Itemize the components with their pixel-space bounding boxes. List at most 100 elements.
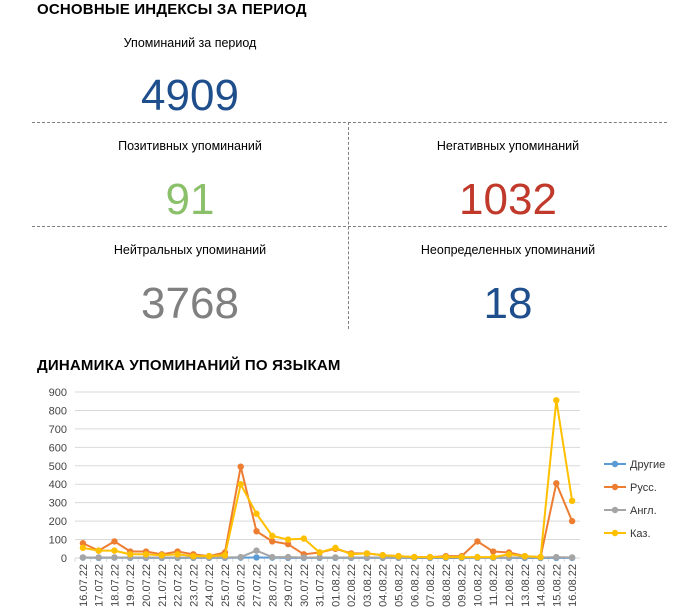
data-point [300,554,308,561]
data-point [395,552,402,560]
x-tick-label: 11.08.22 [488,564,500,606]
data-point [568,554,576,561]
data-point [269,532,276,540]
data-point [316,554,323,561]
y-tick-label: 900 [49,387,67,399]
x-tick-label: 28.07.22 [267,564,279,607]
data-point [553,480,560,487]
data-point [111,538,118,545]
chart-title: ДИНАМИКА УПОМИНАНИЙ ПО ЯЗЫКАМ [37,357,341,374]
data-point [521,552,528,560]
x-tick-label: 15.08.22 [551,564,563,607]
y-tick-label: 100 [49,535,67,547]
y-tick-label: 400 [49,479,67,491]
x-tick-label: 06.08.22 [409,564,421,607]
series-line-Каз. [82,399,574,559]
x-tick-label: 27.07.22 [251,564,263,607]
y-tick-label: 700 [49,424,67,436]
total-mentions-label: Упоминаний за период [123,36,257,50]
data-point [269,538,276,545]
legend-marker [611,460,619,468]
legend-marker [611,506,619,514]
data-point [237,463,244,470]
x-tick-label: 07.08.22 [425,564,437,607]
legend-marker [611,529,619,537]
x-tick-label: 26.07.22 [236,564,248,607]
data-point [111,554,118,561]
y-tick-label: 600 [49,442,67,454]
legend-label: Другие [630,459,665,471]
negative-mentions-value: 1032 [459,175,557,224]
data-point [253,554,260,561]
data-point [537,553,544,561]
data-point [111,547,118,554]
x-tick-label: 20.07.22 [141,564,153,607]
divider-1 [32,122,667,123]
data-point [221,552,229,559]
data-point [490,553,497,561]
data-point [79,544,87,552]
x-tick-label: 17.07.22 [94,564,106,607]
data-point [379,552,386,559]
legend-label: Каз. [630,528,651,540]
data-point [95,547,102,554]
indices-title: ОСНОВНЫЕ ИНДЕКСЫ ЗА ПЕРИОД [37,1,307,18]
data-point [568,517,576,525]
data-point [284,536,292,543]
data-point [253,510,260,517]
x-tick-label: 23.07.22 [188,564,200,607]
x-tick-label: 08.08.22 [441,564,453,607]
data-point [442,553,450,561]
x-tick-label: 22.07.22 [173,564,185,607]
divider-vertical [348,122,349,329]
x-tick-label: 05.08.22 [394,564,406,607]
data-point [142,551,150,558]
data-point [426,553,434,561]
x-tick-label: 29.07.22 [283,564,295,607]
x-tick-label: 19.07.22 [125,564,137,607]
data-point [237,481,244,488]
y-tick-label: 500 [49,461,67,473]
undefined-mentions-value: 18 [483,279,533,328]
legend-label: Англ. [630,505,657,517]
x-tick-label: 16.07.22 [78,564,90,607]
data-point [284,553,292,561]
data-point [205,552,213,560]
data-point [253,528,260,535]
x-tick-label: 04.08.22 [378,564,390,607]
data-point [284,540,292,548]
data-point [95,554,102,561]
legend-marker [611,483,619,491]
data-point [127,551,134,558]
total-mentions-value: 4909 [141,71,239,120]
x-tick-label: 25.07.22 [220,564,232,607]
x-tick-label: 13.08.22 [520,564,532,607]
divider-2 [32,226,667,227]
x-tick-label: 14.08.22 [536,564,548,607]
x-tick-label: 12.08.22 [504,564,516,607]
data-point [79,540,87,547]
data-point [411,553,418,561]
y-tick-label: 0 [61,553,67,565]
data-point [316,549,323,556]
data-point [568,497,576,505]
x-tick-label: 31.07.22 [315,564,327,607]
data-point [347,551,355,558]
data-point [253,547,260,554]
data-point [363,550,371,557]
language-dynamics-chart: 0 100 200 300 400 500 600 700 800 900 16.07.22 17.0… [49,387,666,607]
undefined-mentions-label: Неопределенных упоминаний [420,243,596,257]
data-point [237,553,244,561]
data-point [332,544,339,552]
data-point [474,538,481,545]
x-tick-label: 30.07.22 [299,564,311,607]
negative-mentions-label: Негативных упоминаний [436,139,580,153]
data-point [553,553,560,561]
positive-mentions-label: Позитивных упоминаний [118,139,262,153]
x-tick-label: 21.07.22 [157,564,169,607]
data-point [490,548,497,555]
data-point [79,554,87,561]
data-point [158,552,165,559]
data-point [269,553,276,561]
x-tick-label: 10.08.22 [472,564,484,607]
